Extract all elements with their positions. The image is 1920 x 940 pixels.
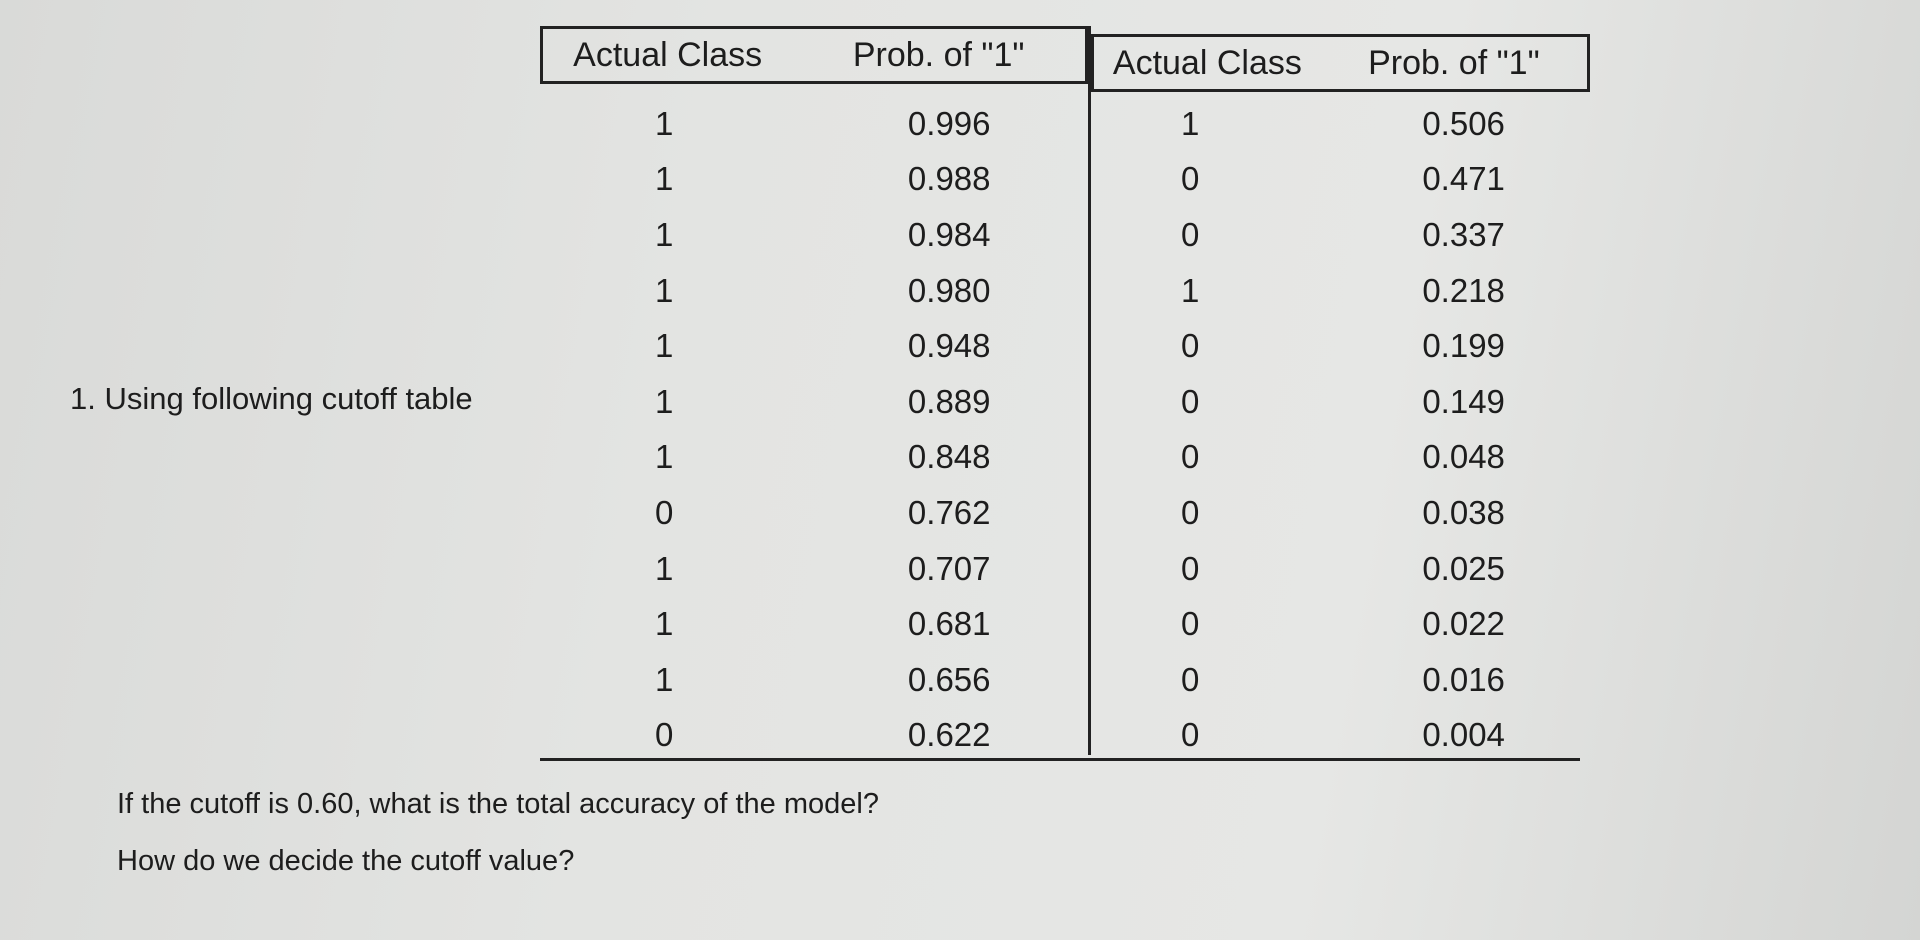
actual-class-cell: 0 <box>1180 215 1200 253</box>
prob-cell: 0.996 <box>907 104 991 142</box>
table-row: 1 0.984 <box>540 207 1088 263</box>
prob-cell: 0.218 <box>1422 271 1505 309</box>
prob-cell: 0.980 <box>907 271 991 309</box>
table-row: 0 0.004 <box>1091 708 1580 764</box>
prob-cell: 0.506 <box>1422 104 1505 142</box>
table-row: 0 0.337 <box>1091 207 1580 263</box>
actual-class-cell: 1 <box>655 215 674 253</box>
header-prob: Prob. of "1" <box>1368 43 1540 82</box>
actual-class-cell: 1 <box>1180 271 1200 309</box>
header-actual-class: Actual Class <box>1112 43 1302 82</box>
prob-cell: 0.022 <box>1422 605 1505 643</box>
cutoff-table: Actual Class Prob. of "1" 1 0.996 1 0.988 … <box>540 26 1590 761</box>
prob-cell: 0.016 <box>1422 660 1505 698</box>
prob-cell: 0.707 <box>907 549 991 587</box>
prob-cell: 0.984 <box>907 215 991 253</box>
table-row: 1 0.656 <box>540 652 1088 708</box>
table-row: 0 0.622 <box>540 708 1088 764</box>
prob-cell: 0.199 <box>1422 327 1505 365</box>
prob-cell: 0.149 <box>1422 382 1505 420</box>
prob-cell: 0.622 <box>907 716 991 754</box>
actual-class-cell: 0 <box>1180 493 1200 531</box>
actual-class-cell: 0 <box>1180 716 1200 754</box>
table-row: 0 0.199 <box>1091 318 1580 374</box>
prob-cell: 0.762 <box>907 493 991 531</box>
actual-class-cell: 1 <box>655 160 674 198</box>
table-row: 1 0.988 <box>540 152 1088 208</box>
rows-right: 1 0.506 0 0.471 0 0.337 1 0.218 0 0.199 0 0.14… <box>1091 96 1580 763</box>
prob-cell: 0.848 <box>907 438 991 476</box>
prob-cell: 0.337 <box>1422 215 1505 253</box>
table-row: 1 0.681 <box>540 596 1088 652</box>
prob-cell: 0.025 <box>1422 549 1505 587</box>
table-left-half: Actual Class Prob. of "1" 1 0.996 1 0.988 … <box>540 26 1091 755</box>
table-row: 0 0.471 <box>1091 152 1580 208</box>
rows-left: 1 0.996 1 0.988 1 0.984 1 0.980 1 0.948 1 0.88… <box>540 96 1088 763</box>
actual-class-cell: 0 <box>1180 660 1200 698</box>
table-row: 0 0.025 <box>1091 541 1580 597</box>
table-header-left: Actual Class Prob. of "1" <box>540 26 1088 84</box>
prob-cell: 0.889 <box>907 382 991 420</box>
table-row: 1 0.996 <box>540 96 1088 152</box>
table-row: 0 0.022 <box>1091 596 1580 652</box>
table-right-half: Actual Class Prob. of "1" 1 0.506 0 0.471 … <box>1091 26 1590 755</box>
table-row: 0 0.149 <box>1091 374 1580 430</box>
actual-class-cell: 0 <box>1180 327 1200 365</box>
actual-class-cell: 1 <box>655 271 674 309</box>
actual-class-cell: 0 <box>1180 438 1200 476</box>
table-row: 1 0.218 <box>1091 263 1580 319</box>
table-header-right: Actual Class Prob. of "1" <box>1091 34 1590 92</box>
prob-cell: 0.948 <box>907 327 991 365</box>
actual-class-cell: 1 <box>655 605 674 643</box>
actual-class-cell: 0 <box>1180 605 1200 643</box>
table-row: 0 0.038 <box>1091 485 1580 541</box>
actual-class-cell: 0 <box>655 716 674 754</box>
prob-cell: 0.048 <box>1422 438 1505 476</box>
actual-class-cell: 1 <box>655 549 674 587</box>
table-row: 0 0.016 <box>1091 652 1580 708</box>
prob-cell: 0.471 <box>1422 160 1505 198</box>
table-row: 0 0.762 <box>540 485 1088 541</box>
table-row: 1 0.889 <box>540 374 1088 430</box>
actual-class-cell: 1 <box>655 660 674 698</box>
prob-cell: 0.038 <box>1422 493 1505 531</box>
actual-class-cell: 0 <box>1180 549 1200 587</box>
actual-class-cell: 1 <box>655 382 674 420</box>
actual-class-cell: 1 <box>655 327 674 365</box>
table-row: 1 0.980 <box>540 263 1088 319</box>
actual-class-cell: 0 <box>1180 382 1200 420</box>
question-prompt: 1. Using following cutoff table <box>70 381 473 416</box>
table-row: 0 0.048 <box>1091 430 1580 486</box>
question-cutoff: How do we decide the cutoff value? <box>117 845 575 877</box>
prob-cell: 0.656 <box>907 660 991 698</box>
question-accuracy: If the cutoff is 0.60, what is the total… <box>117 788 879 820</box>
actual-class-cell: 1 <box>1180 104 1200 142</box>
table-row: 1 0.948 <box>540 318 1088 374</box>
actual-class-cell: 0 <box>655 493 674 531</box>
header-prob: Prob. of "1" <box>852 35 1025 74</box>
actual-class-cell: 1 <box>655 104 674 142</box>
prob-cell: 0.681 <box>907 605 991 643</box>
table-row: 1 0.848 <box>540 430 1088 486</box>
actual-class-cell: 1 <box>655 438 674 476</box>
header-actual-class: Actual Class <box>573 35 763 74</box>
table-row: 1 0.707 <box>540 541 1088 597</box>
actual-class-cell: 0 <box>1180 160 1200 198</box>
prob-cell: 0.004 <box>1422 716 1505 754</box>
table-row: 1 0.506 <box>1091 96 1580 152</box>
prob-cell: 0.988 <box>907 160 991 198</box>
